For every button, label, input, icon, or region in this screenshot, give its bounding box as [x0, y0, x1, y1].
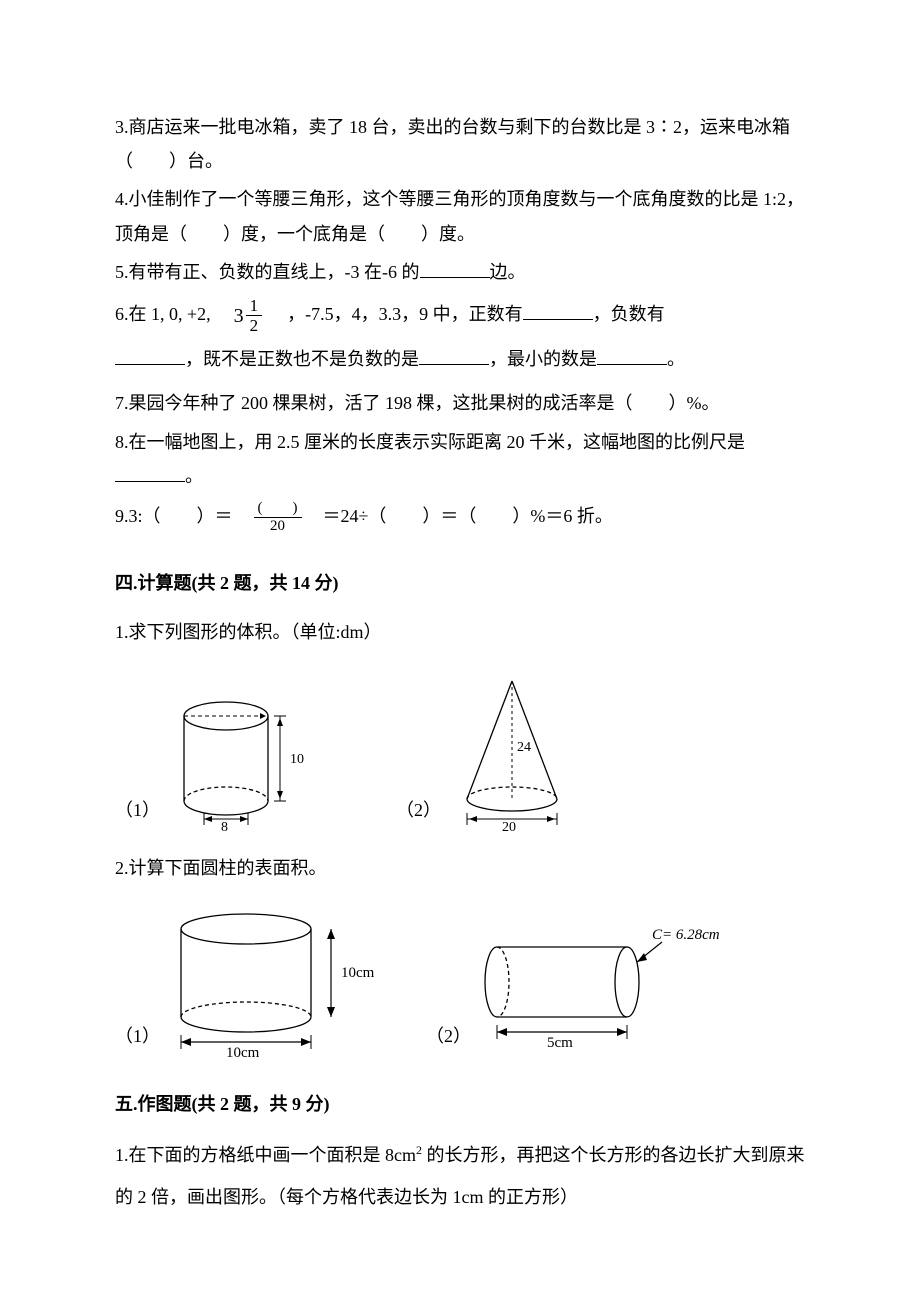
- q6-frac: 12: [244, 296, 265, 336]
- cone-diameter: 20: [502, 820, 516, 831]
- question-8: 8.在一幅地图上，用 2.5 厘米的长度表示实际距离 20 千米，这幅地图的比例…: [115, 425, 805, 493]
- question-5: 5.有带有正、负数的直线上，-3 在-6 的 边。: [115, 255, 805, 289]
- question-9: 9.3:（ ）＝ ( )20 ＝24÷（ ）＝（ ）%＝6 折。: [115, 497, 805, 537]
- q8-blank: [115, 464, 185, 482]
- q6-den: 2: [246, 316, 263, 336]
- cone-figure: 24 20: [447, 671, 587, 831]
- q6-blank3: [419, 347, 489, 365]
- cylinder2-figure: 10cm 10cm: [166, 907, 386, 1057]
- cyl1-height: 10: [290, 752, 304, 767]
- question-6: 6.在 1, 0, +2, 312 ，-7.5，4，3.3，9 中，正数有 ，负数…: [115, 293, 805, 380]
- cylinder-figure: 10 8: [166, 691, 316, 831]
- q6-d: ，既不是正数也不是负数的是: [185, 349, 419, 369]
- fig2-label-1: （1）: [115, 1019, 160, 1053]
- question-3: 3.商店运来一批电冰箱，卖了 18 台，卖出的台数与剩下的台数比是 3∶2，运来…: [115, 110, 805, 178]
- cone-height: 24: [517, 740, 531, 755]
- q9-frac: ( )20: [252, 500, 304, 536]
- q9-num: ( ): [254, 500, 302, 518]
- cyl3-circumference: C= 6.28cm: [652, 927, 720, 943]
- question-4: 4.小佳制作了一个等腰三角形，这个等腰三角形的顶角度数与一个底角度数的比是 1:…: [115, 182, 805, 250]
- q5-blank: [420, 260, 490, 278]
- q6-num: 1: [246, 296, 263, 317]
- s4-q2-figures: （1） 10cm 10cm （2）: [115, 907, 805, 1057]
- q6-a: 6.在 1, 0, +2,: [115, 304, 211, 324]
- q6-f: 。: [667, 349, 685, 369]
- q5-text-b: 边。: [490, 262, 526, 282]
- s5-q1-a: 1.在下面的方格纸中画一个面积是 8cm: [115, 1145, 416, 1165]
- fig-label-1: （1）: [115, 793, 160, 827]
- q6-b: ，-7.5，4，3.3，9 中，正数有: [287, 304, 523, 324]
- q8-a: 8.在一幅地图上，用 2.5 厘米的长度表示实际距离 20 千米，这幅地图的比例…: [115, 432, 745, 452]
- section-4-heading: 四.计算题(共 2 题，共 14 分): [115, 566, 805, 600]
- s4-q1: 1.求下列图形的体积。（单位:dm）: [115, 615, 805, 649]
- fig-label-2: （2）: [396, 793, 441, 827]
- q9-b: ＝24÷（ ）＝（ ）%＝6 折。: [323, 506, 613, 526]
- q8-b: 。: [185, 466, 203, 486]
- s5-q1: 1.在下面的方格纸中画一个面积是 8cm2 的长方形，再把这个长方形的各边长扩大…: [115, 1135, 805, 1218]
- cylinder3-figure: C= 6.28cm 5cm: [477, 927, 727, 1057]
- q9-a: 9.3:（ ）＝: [115, 506, 233, 526]
- q6-whole: 3: [234, 305, 244, 327]
- q6-e: ，最小的数是: [489, 349, 597, 369]
- q5-text-a: 5.有带有正、负数的直线上，-3 在-6 的: [115, 262, 420, 282]
- q6-blank1: [523, 302, 593, 320]
- q6-c: ，负数有: [593, 304, 665, 324]
- fig2-label-2: （2）: [426, 1019, 471, 1053]
- cyl2-height: 10cm: [341, 965, 375, 981]
- cyl2-diameter: 10cm: [226, 1045, 260, 1057]
- q6-blank2: [115, 347, 185, 365]
- q9-den: 20: [254, 518, 302, 535]
- cyl3-length: 5cm: [547, 1035, 573, 1051]
- q6-blank4: [597, 347, 667, 365]
- s4-q1-figures: （1） 10 8 （2）: [115, 671, 805, 831]
- section-5-heading: 五.作图题(共 2 题，共 9 分): [115, 1087, 805, 1121]
- s4-q2: 2.计算下面圆柱的表面积。: [115, 851, 805, 885]
- cyl1-diameter: 8: [221, 820, 228, 831]
- question-7: 7.果园今年种了 200 棵果树，活了 198 棵，这批果树的成活率是（ ）%。: [115, 386, 805, 420]
